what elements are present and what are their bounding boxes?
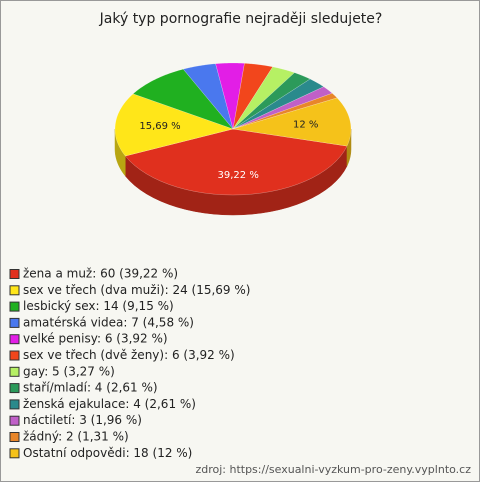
legend-swatch	[9, 269, 20, 279]
legend-label: gay: 5 (3,27 %)	[23, 364, 115, 378]
legend-label: žádný: 2 (1,31 %)	[23, 430, 129, 444]
slice	[232, 78, 325, 130]
legend-swatch	[9, 334, 20, 345]
slice	[232, 92, 338, 130]
slice	[124, 128, 348, 196]
slice	[182, 63, 234, 130]
legend-label: staří/mladí: 4 (2,61 %)	[23, 381, 158, 395]
legend-label: náctiletí: 3 (1,96 %)	[23, 413, 142, 427]
legend-swatch	[9, 432, 20, 442]
legend-label: žena a muž: 60 (39,22 %)	[23, 267, 178, 281]
slice	[232, 63, 274, 130]
slice-side	[114, 128, 126, 177]
legend-swatch	[9, 366, 20, 377]
legend-swatch	[9, 301, 20, 312]
slice	[114, 93, 234, 157]
legend-label: ženská ejakulace: 4 (2,61 %)	[23, 397, 196, 411]
slice	[232, 97, 352, 147]
legend-swatch	[9, 317, 20, 328]
slice	[232, 72, 311, 130]
legend-label: sex ve třech (dva muži): 24 (15,69 %)	[23, 283, 250, 297]
data-label: 12 %	[293, 119, 318, 130]
legend-swatch	[9, 383, 20, 394]
legend-swatch	[9, 399, 20, 410]
slice-side	[346, 129, 352, 167]
legend-label: Ostatní odpovědi: 18 (12 %)	[23, 446, 192, 460]
legend-swatch	[9, 285, 20, 296]
legend-label: amatérská videa: 7 (4,58 %)	[23, 315, 194, 329]
slice	[215, 62, 245, 130]
legend-swatch	[9, 415, 20, 426]
data-label: 15,69 %	[139, 121, 180, 132]
source-note: zdroj: https://sexualni-vyzkum-pro-zeny.…	[195, 463, 471, 476]
legend-swatch	[9, 448, 20, 459]
data-label: 39,22 %	[218, 170, 259, 181]
chart-title: Jaký typ pornografie nejraději sledujete…	[99, 11, 383, 27]
legend-label: sex ve třech (dvě ženy): 6 (3,92 %)	[23, 348, 235, 362]
slice	[232, 86, 333, 130]
legend-swatch	[9, 350, 20, 361]
legend-label: velké penisy: 6 (3,92 %)	[23, 332, 168, 346]
legend-label: lesbický sex: 14 (9,15 %)	[23, 299, 174, 313]
slice	[232, 66, 295, 130]
slice	[132, 68, 234, 130]
